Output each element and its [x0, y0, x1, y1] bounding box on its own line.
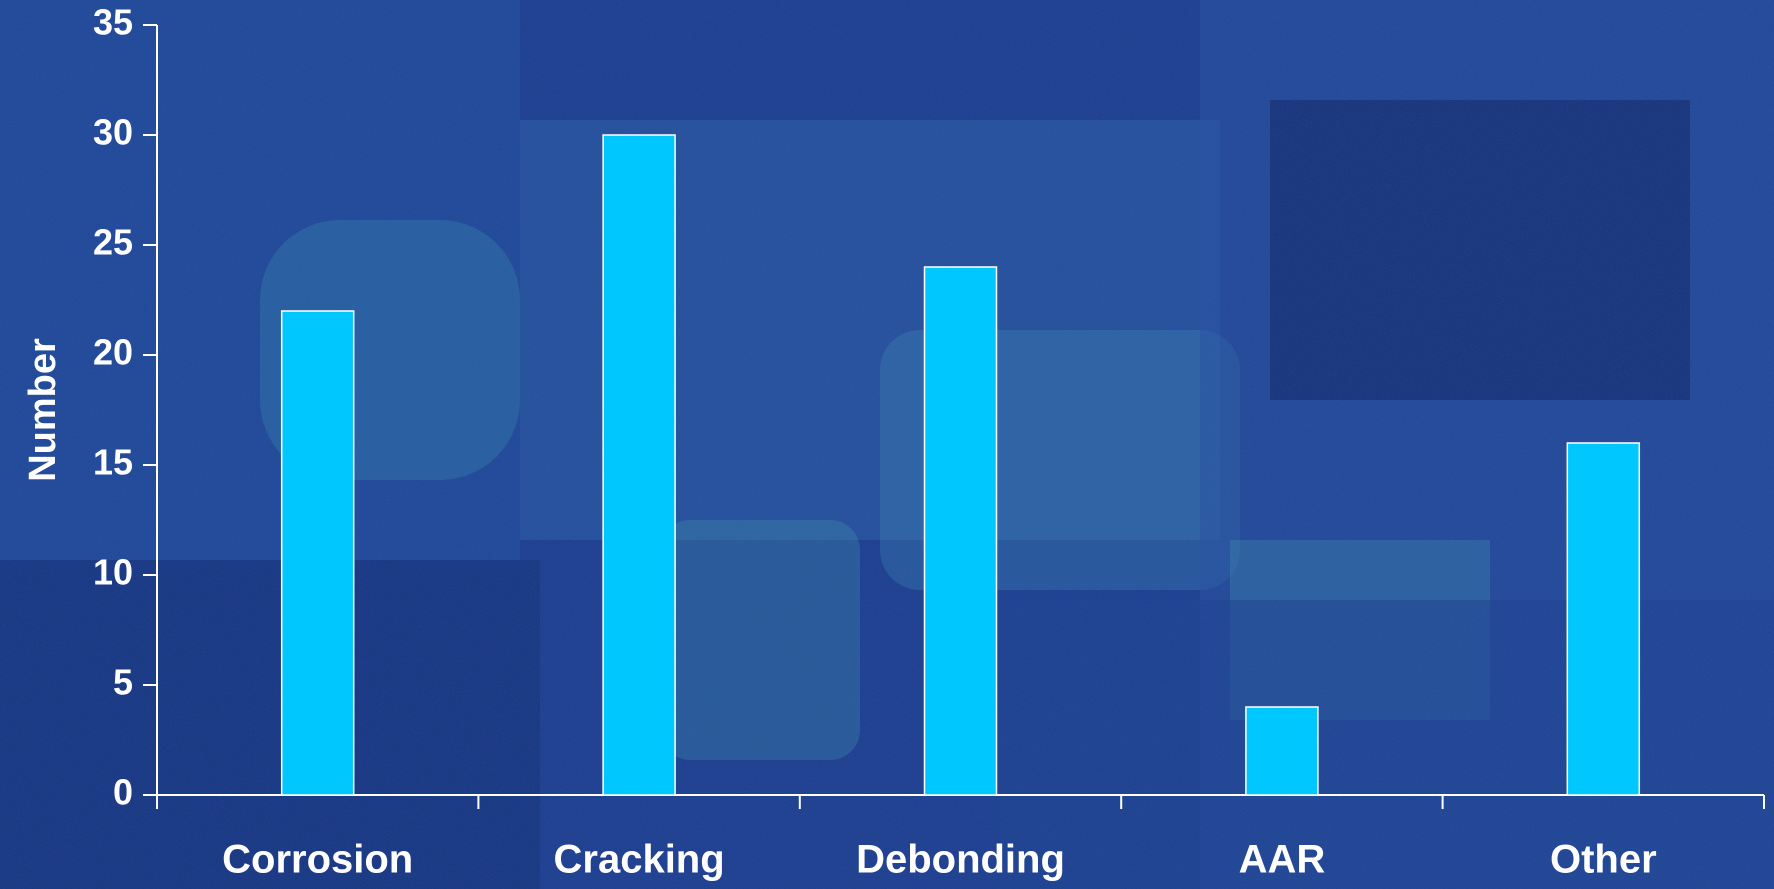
x-category-label: Debonding [856, 838, 1065, 882]
y-tick-label: 5 [113, 662, 133, 703]
bar-other [1566, 442, 1641, 796]
x-category-label: Cracking [554, 838, 725, 882]
y-tick-label: 30 [93, 112, 133, 153]
y-axis: 0 5 10 15 20 25 30 35 [93, 2, 158, 813]
y-axis-title: Number [22, 338, 64, 482]
bar-aar [1245, 706, 1319, 796]
x-category-label: AAR [1239, 838, 1326, 882]
y-tick-label: 35 [93, 2, 133, 43]
x-category-label: Other [1550, 838, 1657, 882]
bars [280, 134, 1641, 796]
y-tick-label: 10 [93, 552, 133, 593]
bar-corrosion [280, 310, 355, 796]
bar-debonding [923, 266, 998, 796]
x-axis [156, 794, 1765, 809]
y-tick-label: 25 [93, 222, 133, 263]
y-tick-label: 0 [113, 772, 133, 813]
category-labels: Corrosion Cracking Debonding AAR Other [222, 838, 1657, 882]
y-tick-label: 20 [93, 332, 133, 373]
bar-cracking [602, 134, 676, 796]
x-category-label: Corrosion [222, 838, 413, 882]
y-tick-label: 15 [93, 442, 133, 483]
